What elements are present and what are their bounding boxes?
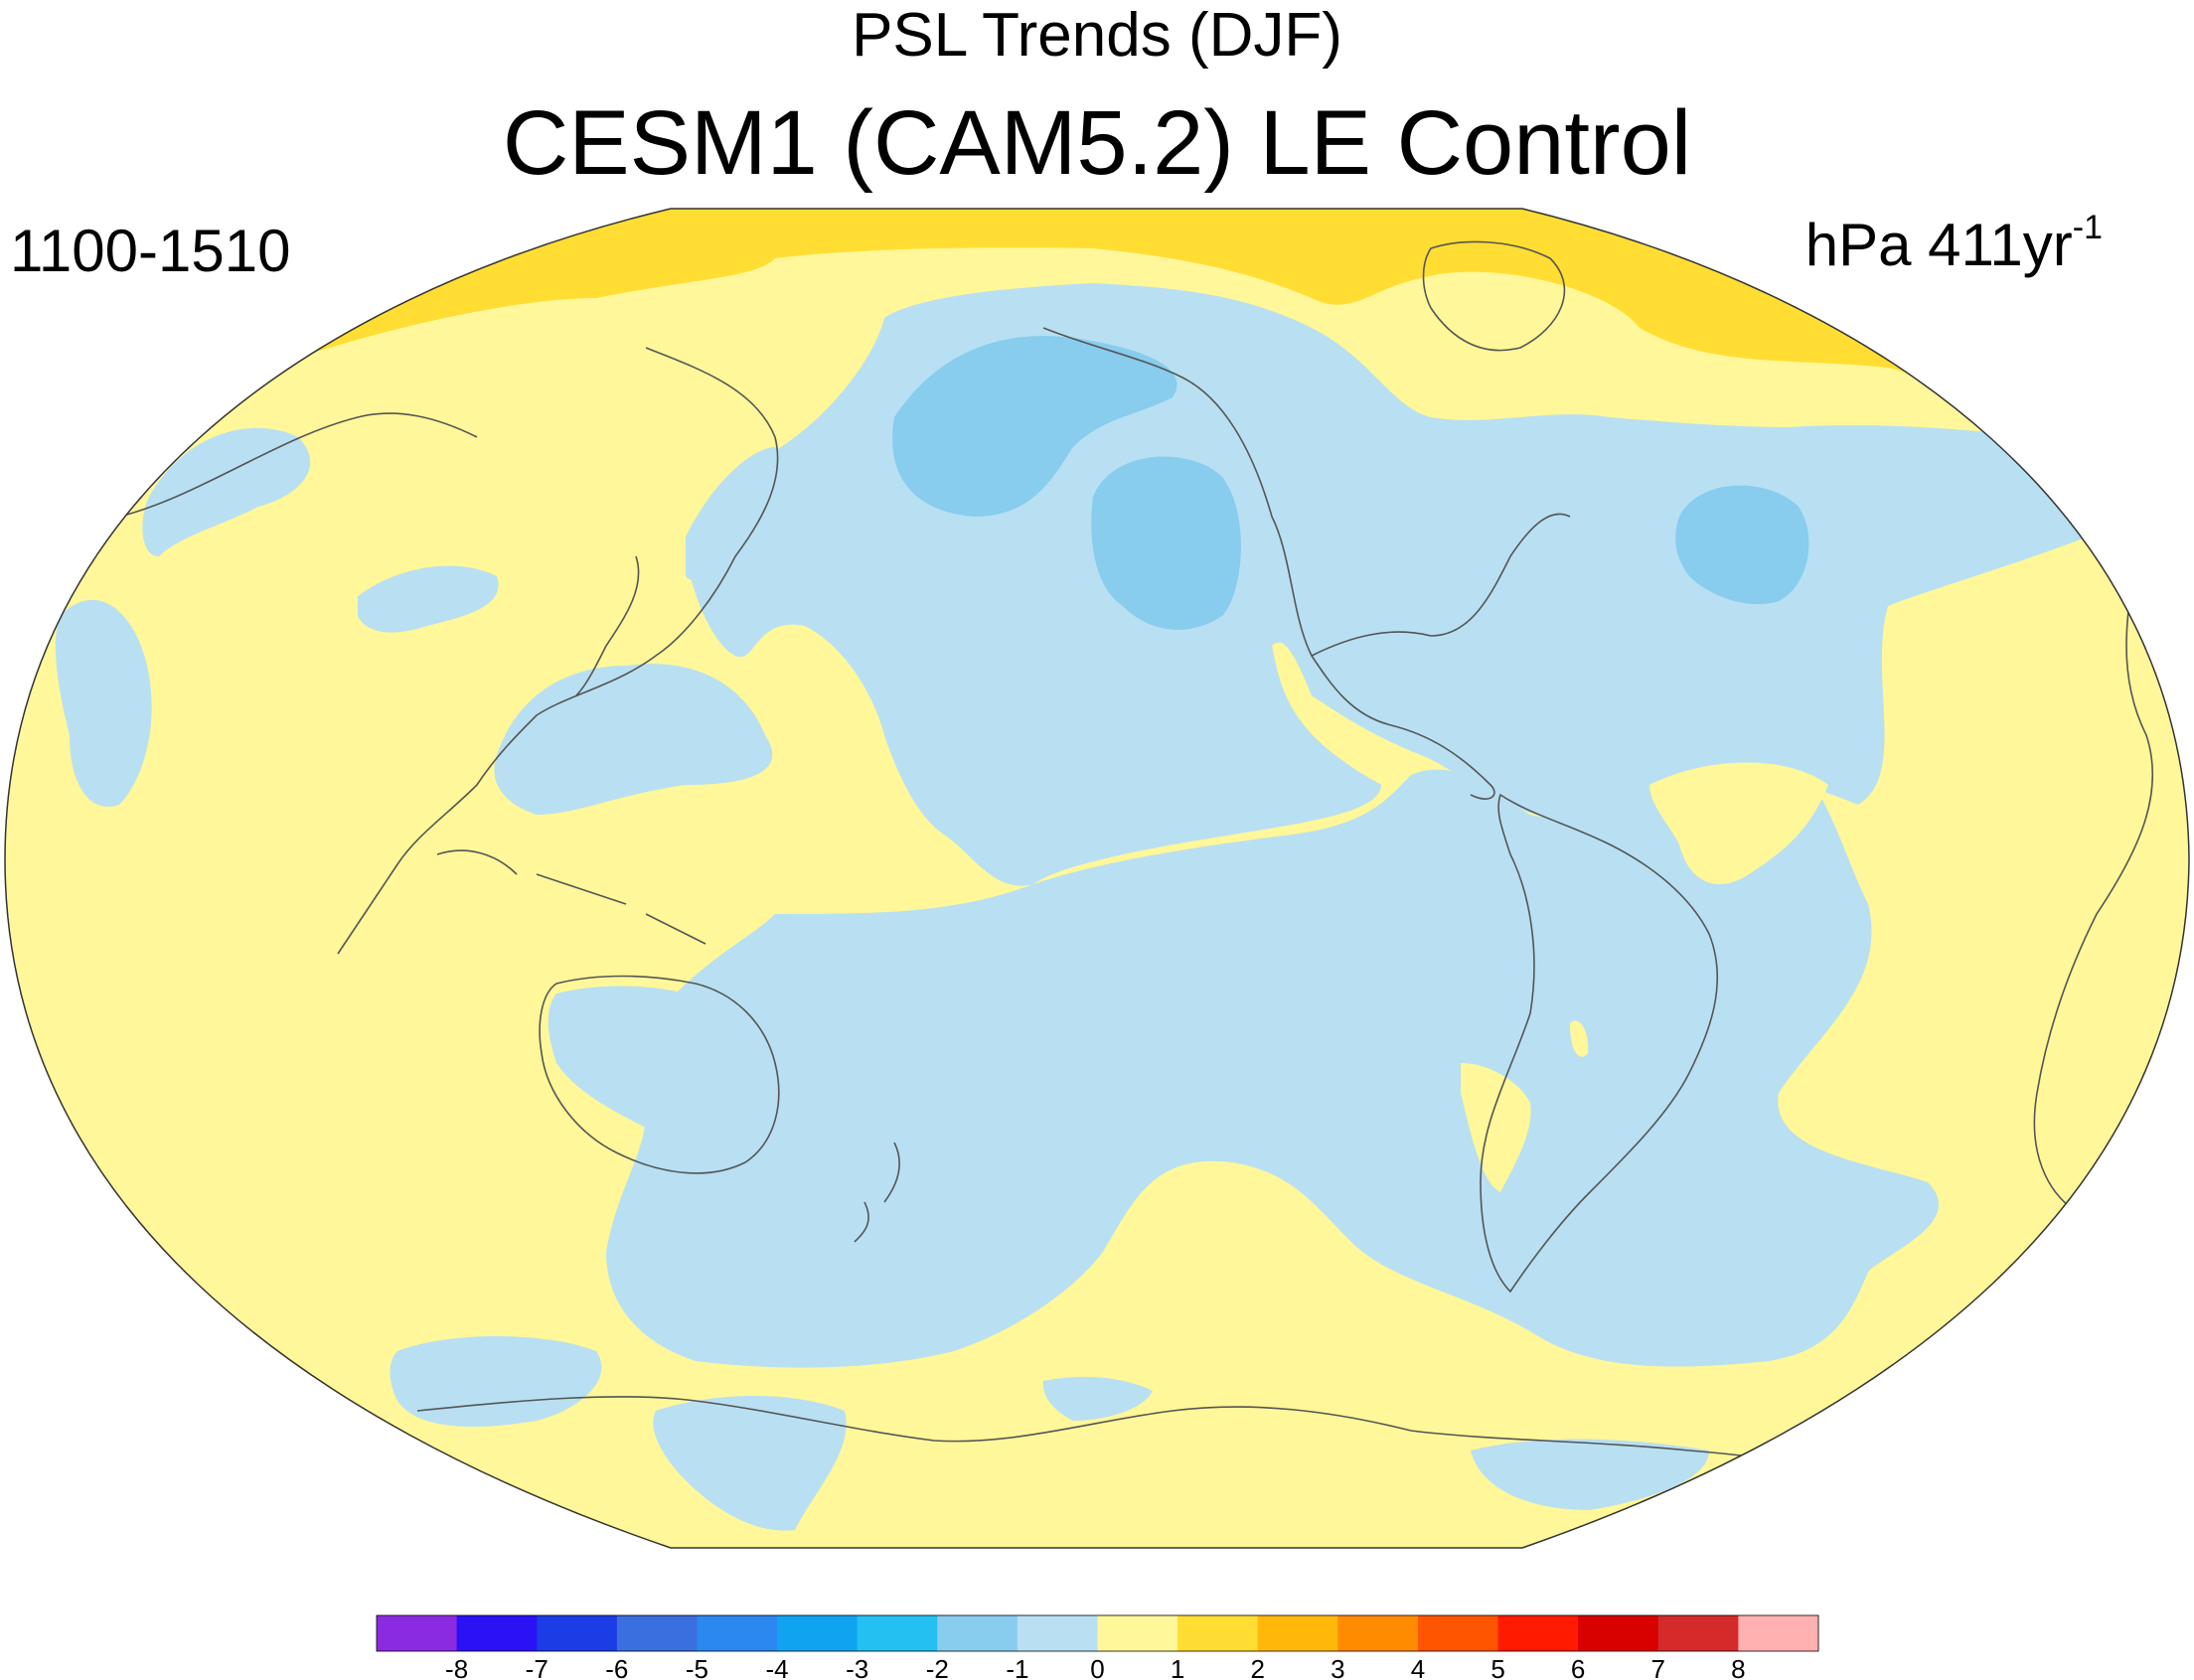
colorbar-tick-label: -7 bbox=[526, 1654, 548, 1680]
field-negative-antarctic-peninsula bbox=[1042, 1376, 1153, 1421]
field-positive-1-2-arctic bbox=[5, 209, 2189, 427]
units-exponent: -1 bbox=[2072, 209, 2103, 246]
colorbar-tick-label: 3 bbox=[1331, 1654, 1344, 1680]
field-positive-south-america bbox=[1649, 762, 1828, 884]
field-positive-peru bbox=[1570, 1020, 1589, 1057]
colorbar-box-2 bbox=[537, 1615, 618, 1651]
colorbar-box-17 bbox=[1738, 1615, 1819, 1651]
colorbar-tick-label: -4 bbox=[765, 1654, 788, 1680]
field-negative-tasman bbox=[854, 981, 917, 1073]
coast-greenland bbox=[1422, 240, 1566, 352]
colorbar-box-5 bbox=[777, 1615, 859, 1651]
coast-asia-east bbox=[337, 347, 779, 955]
field-negative-eastern-europe bbox=[358, 565, 499, 633]
colorbar-tick-label: -5 bbox=[686, 1654, 708, 1680]
field-negative-southern-ocean-west bbox=[390, 1336, 602, 1427]
plot-subtitle: CESM1 (CAM5.2) LE Control bbox=[502, 92, 1692, 194]
colorbar-frame bbox=[376, 1614, 1819, 1652]
colorbar-tick-label: 1 bbox=[1171, 1654, 1184, 1680]
field-negative-europe bbox=[142, 427, 311, 556]
coast-south-america bbox=[1480, 793, 1719, 1294]
colorbar-tick-label: -8 bbox=[445, 1654, 468, 1680]
field-negative-ross-sea bbox=[653, 1396, 847, 1531]
colorbar-box-10 bbox=[1177, 1615, 1259, 1651]
colorbar-box-11 bbox=[1257, 1615, 1338, 1651]
field-negative-weddell bbox=[1471, 1439, 1709, 1510]
colorbar-box-0 bbox=[377, 1615, 458, 1651]
field-positive-patagonia bbox=[1461, 1063, 1531, 1192]
colorbar-box-4 bbox=[697, 1615, 778, 1651]
colorbar-box-9 bbox=[1097, 1615, 1178, 1651]
colorbar-tick-label: -2 bbox=[926, 1654, 949, 1680]
units-text: hPa 411yr bbox=[1804, 212, 2073, 278]
field-negative-australia bbox=[548, 986, 778, 1165]
coast-africa bbox=[2033, 555, 2154, 1213]
colorbar-tick-label: -6 bbox=[605, 1654, 628, 1680]
coast-indonesia bbox=[436, 849, 706, 945]
map-boundary bbox=[4, 208, 2190, 1549]
colorbar-box-14 bbox=[1497, 1615, 1579, 1651]
field-negative-nw-pacific bbox=[686, 447, 786, 583]
colorbar-tick-label: 0 bbox=[1090, 1654, 1104, 1680]
coast-north-america bbox=[1042, 327, 1571, 800]
field-negative-1-2-bering bbox=[892, 336, 1177, 517]
colorbar-box-13 bbox=[1417, 1615, 1499, 1651]
coast-australia bbox=[539, 975, 780, 1174]
colorbar: -8 -7 -6 -5 -4 -3 -2 -1 0 1 2 3 4 5 6 7 8 bbox=[376, 1614, 1819, 1680]
colorbar-box-16 bbox=[1657, 1615, 1739, 1651]
colorbar-tick-label: 5 bbox=[1490, 1654, 1504, 1680]
colorbar-box-6 bbox=[857, 1615, 938, 1651]
coast-antarctica bbox=[416, 1396, 1809, 1471]
plot-title: PSL Trends (DJF) bbox=[852, 1, 1342, 70]
units-label: hPa 411yr-1 bbox=[1805, 199, 2103, 280]
coast-japan bbox=[575, 555, 640, 696]
colorbar-box-15 bbox=[1578, 1615, 1659, 1651]
field-negative-scandinavia bbox=[55, 599, 152, 807]
colorbar-tick-label: -3 bbox=[846, 1654, 868, 1680]
colorbar-tick-label: 8 bbox=[1731, 1654, 1745, 1680]
colorbar-tick-label: 6 bbox=[1571, 1654, 1585, 1680]
field-negative-1-2-atlantic bbox=[1675, 485, 1809, 605]
field-negative-1-2-gulf-alaska bbox=[1091, 456, 1241, 630]
time-range-label: 1100-1510 bbox=[10, 218, 291, 284]
coast-new-zealand bbox=[854, 1142, 900, 1243]
colorbar-box-3 bbox=[616, 1615, 698, 1651]
colorbar-tick-label: 2 bbox=[1250, 1654, 1264, 1680]
map-field bbox=[5, 209, 2189, 1548]
colorbar-box-7 bbox=[937, 1615, 1019, 1651]
colorbar-tick-label: -1 bbox=[1006, 1654, 1028, 1680]
colorbar-box-1 bbox=[456, 1615, 538, 1651]
colorbar-tick-label: 7 bbox=[1651, 1654, 1665, 1680]
colorbar-box-8 bbox=[1017, 1615, 1098, 1651]
colorbar-tick-label: 4 bbox=[1411, 1654, 1425, 1680]
field-negative-south-pacific bbox=[606, 761, 1940, 1368]
colorbar-box-12 bbox=[1337, 1615, 1419, 1651]
